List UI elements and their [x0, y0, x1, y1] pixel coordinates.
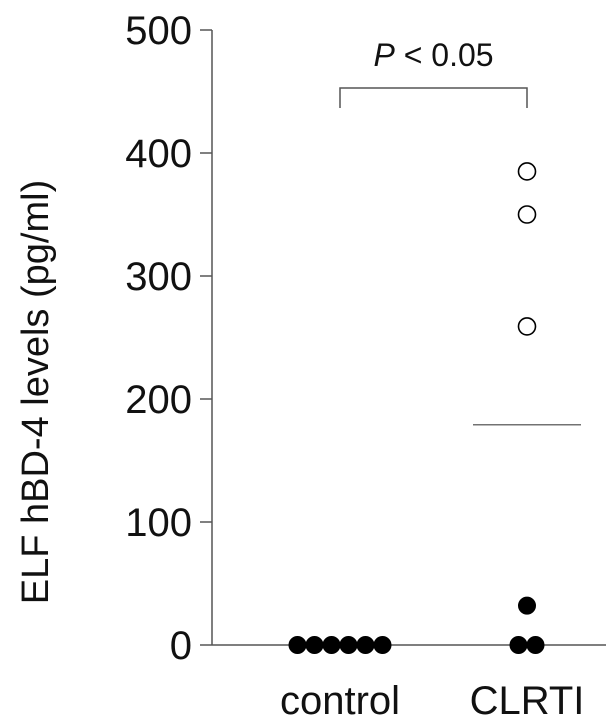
y-tick-label: 500	[125, 9, 192, 53]
data-point-open	[517, 162, 537, 181]
data-point-filled	[526, 636, 545, 654]
data-point-open	[517, 205, 537, 224]
p-threshold: < 0.05	[395, 37, 494, 73]
y-tick-label: 200	[125, 378, 192, 422]
data-point-filled	[356, 636, 375, 654]
x-tick-label: control	[280, 679, 400, 723]
data-point-filled	[288, 636, 307, 654]
data-point-open	[517, 317, 537, 336]
y-axis: 0 100 200 300 400 500	[125, 9, 213, 668]
x-tick-label: CLRTI	[470, 679, 585, 723]
y-tick-label: 400	[125, 132, 192, 176]
p-symbol: P	[373, 37, 395, 73]
data-point-filled	[305, 636, 324, 654]
y-tick-label: 0	[170, 624, 192, 668]
y-axis-title: ELF hBD-4 levels (pg/ml)	[15, 180, 57, 604]
significance-label: P < 0.05	[373, 37, 493, 73]
y-tick-label: 300	[125, 255, 192, 299]
x-axis: control CLRTI	[212, 644, 606, 723]
data-point-filled	[509, 636, 528, 654]
data-point-filled	[518, 596, 536, 615]
data-points	[288, 162, 581, 654]
data-point-filled	[373, 636, 392, 654]
data-point-filled	[322, 636, 341, 654]
significance-bracket	[339, 87, 528, 108]
data-point-filled	[339, 636, 358, 654]
significance-annotation: P < 0.05	[339, 37, 528, 108]
y-tick-label: 100	[125, 501, 192, 545]
